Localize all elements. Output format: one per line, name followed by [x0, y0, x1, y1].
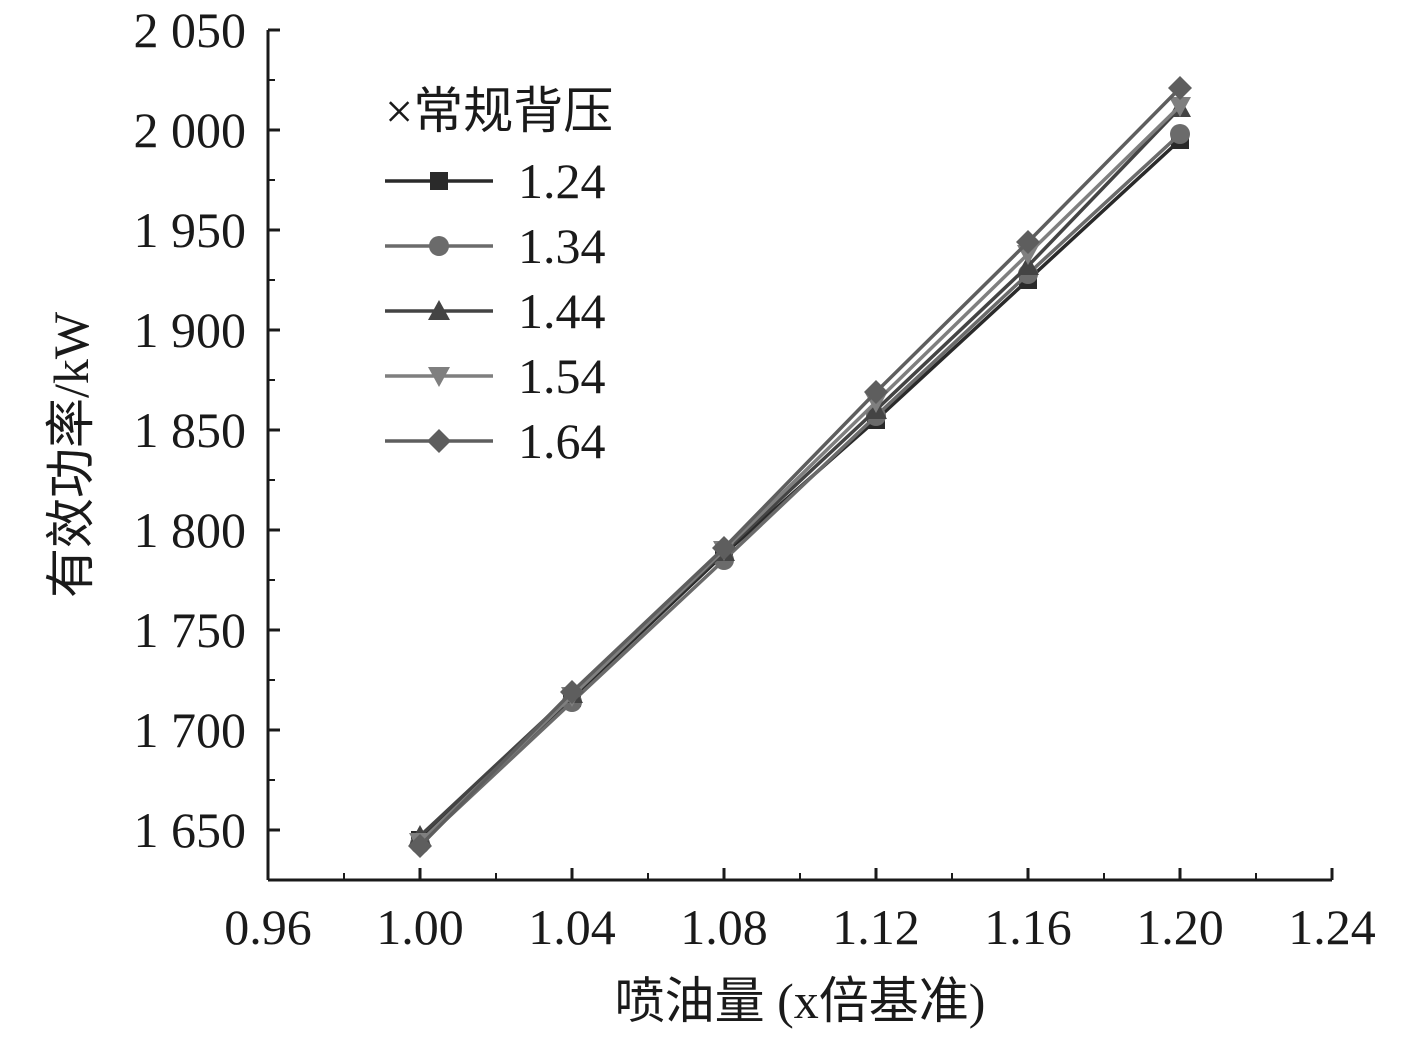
y-tick-label: 1 850: [134, 402, 247, 458]
legend-label: 1.54: [518, 348, 606, 404]
y-tick-label: 1 950: [134, 202, 247, 258]
legend-label: 1.24: [518, 153, 606, 209]
data-point: [1168, 76, 1192, 100]
data-point: [1016, 230, 1040, 254]
x-tick-label: 1.12: [832, 899, 920, 955]
legend-item: 1.64: [385, 413, 606, 469]
legend-marker: [430, 172, 448, 190]
legend-marker: [428, 367, 450, 387]
y-tick-label: 2 050: [134, 2, 247, 58]
legend-item: 1.24: [385, 153, 606, 209]
y-tick-label: 1 650: [134, 802, 247, 858]
y-tick-label: 1 900: [134, 302, 247, 358]
legend: 1.24 1.34 1.44 1.54 1.64: [385, 153, 606, 469]
legend-marker: [428, 300, 450, 320]
series-line: [418, 86, 1182, 848]
legend-label: 1.64: [518, 413, 606, 469]
x-tick-label: 1.04: [528, 899, 616, 955]
data-point: [1170, 124, 1190, 144]
x-tick-label: 1.24: [1288, 899, 1376, 955]
series-1.64: [408, 76, 1192, 858]
legend-item: 1.34: [385, 218, 606, 274]
x-tick-label: 1.16: [984, 899, 1072, 955]
legend-item: 1.44: [385, 283, 606, 339]
data-point: [1169, 97, 1191, 117]
y-axis-title: 有效功率/kW: [43, 311, 99, 598]
legend-item: 1.54: [385, 348, 606, 404]
legend-marker: [427, 429, 451, 453]
legend-label: 1.44: [518, 283, 606, 339]
data-point: [864, 380, 888, 404]
legend-title: ×常规背压: [385, 83, 613, 139]
series-line: [418, 132, 1182, 846]
y-tick-label: 2 000: [134, 102, 247, 158]
series-layer: [408, 76, 1192, 858]
data-point: [712, 536, 736, 560]
data-point: [560, 680, 584, 704]
x-tick-label: 1.20: [1136, 899, 1224, 955]
data-point: [408, 834, 432, 858]
x-axis-title: 喷油量 (x倍基准): [615, 973, 986, 1029]
y-tick-label: 1 800: [134, 502, 247, 558]
x-tick-label: 1.00: [376, 899, 464, 955]
axes: 0.96 1.00 1.04 1.08 1.12 1.16 1.20 1.24 1 650 1 7…: [134, 2, 1376, 955]
legend-marker: [429, 236, 449, 256]
x-tick-label: 1.08: [680, 899, 768, 955]
series-line: [418, 104, 1182, 844]
y-tick-label: 1 750: [134, 602, 247, 658]
x-tick-label: 0.96: [224, 899, 312, 955]
legend-label: 1.34: [518, 218, 606, 274]
y-tick-label: 1 700: [134, 702, 247, 758]
data-point: [1017, 245, 1039, 265]
